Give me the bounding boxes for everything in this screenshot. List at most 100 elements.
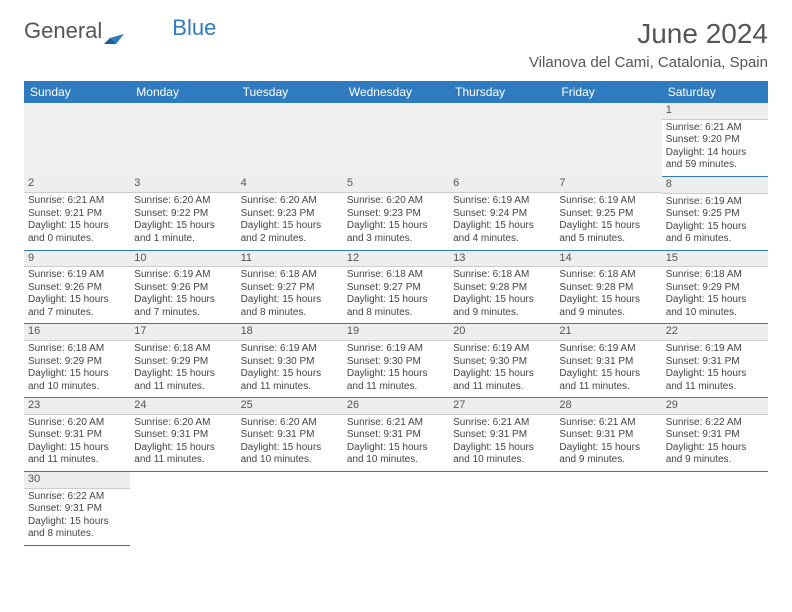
sunrise-text: Sunrise: 6:19 AM	[453, 343, 551, 356]
daylight-text: Daylight: 15 hours and 10 minutes.	[28, 368, 126, 393]
sunrise-text: Sunrise: 6:20 AM	[241, 195, 339, 208]
calendar-day-cell: 1Sunrise: 6:21 AMSunset: 9:20 PMDaylight…	[662, 103, 768, 176]
sunset-text: Sunset: 9:23 PM	[241, 208, 339, 221]
sunset-text: Sunset: 9:30 PM	[453, 356, 551, 369]
daylight-text: Daylight: 15 hours and 11 minutes.	[559, 368, 657, 393]
calendar-day-cell: 4Sunrise: 6:20 AMSunset: 9:23 PMDaylight…	[237, 176, 343, 250]
calendar-day-cell: 17 Sunrise: 6:18 AMSunset: 9:29 PMDayligh…	[130, 324, 236, 398]
calendar-day-cell: 9Sunrise: 6:19 AMSunset: 9:26 PMDaylight…	[24, 250, 130, 324]
day-number: 19	[343, 324, 449, 341]
sunrise-text: Sunrise: 6:19 AM	[347, 343, 445, 356]
daylight-text: Daylight: 15 hours and 9 minutes.	[559, 294, 657, 319]
sunrise-text: Sunrise: 6:20 AM	[134, 417, 232, 430]
calendar-day-cell: 29Sunrise: 6:22 AMSunset: 9:31 PMDayligh…	[662, 398, 768, 472]
calendar-week-row: 30Sunrise: 6:22 AMSunset: 9:31 PMDayligh…	[24, 471, 768, 545]
daylight-text: Daylight: 15 hours and 7 minutes.	[134, 294, 232, 319]
calendar-day-cell: 5Sunrise: 6:20 AMSunset: 9:23 PMDaylight…	[343, 176, 449, 250]
sunset-text: Sunset: 9:25 PM	[666, 208, 764, 221]
sunrise-text: Sunrise: 6:19 AM	[559, 195, 657, 208]
day-number: 11	[237, 251, 343, 268]
calendar-empty-cell	[555, 103, 661, 176]
day-number: 4	[237, 176, 343, 193]
day-number: 29	[662, 398, 768, 415]
title-block: June 2024 Vilanova del Cami, Catalonia, …	[529, 18, 768, 71]
day-details: Sunrise: 6:20 AMSunset: 9:23 PMDaylight:…	[347, 195, 445, 245]
calendar-day-cell: 21 Sunrise: 6:19 AMSunset: 9:31 PMDayligh…	[555, 324, 661, 398]
calendar-day-cell: 11Sunrise: 6:18 AMSunset: 9:27 PMDayligh…	[237, 250, 343, 324]
sunrise-text: Sunrise: 6:19 AM	[666, 343, 764, 356]
day-details: Sunrise: 6:19 AMSunset: 9:25 PMDaylight:…	[666, 196, 764, 246]
daylight-text: Daylight: 15 hours and 10 minutes.	[241, 442, 339, 467]
logo-text-1: General	[24, 18, 102, 44]
calendar-day-cell: 6Sunrise: 6:19 AMSunset: 9:24 PMDaylight…	[449, 176, 555, 250]
day-number: 21	[555, 324, 661, 341]
calendar-week-row: 23Sunrise: 6:20 AMSunset: 9:31 PMDayligh…	[24, 398, 768, 472]
daylight-text: Daylight: 15 hours and 11 minutes.	[453, 368, 551, 393]
sunset-text: Sunset: 9:24 PM	[453, 208, 551, 221]
day-number: 17	[130, 324, 236, 341]
day-number: 6	[449, 176, 555, 193]
weekday-header: Friday	[555, 81, 661, 103]
daylight-text: Daylight: 15 hours and 8 minutes.	[347, 294, 445, 319]
day-number: 20	[449, 324, 555, 341]
sunset-text: Sunset: 9:31 PM	[134, 429, 232, 442]
sunrise-text: Sunrise: 6:20 AM	[241, 417, 339, 430]
day-number: 23	[24, 398, 130, 415]
day-number: 9	[24, 251, 130, 268]
day-number: 13	[449, 251, 555, 268]
day-details: Sunrise: 6:19 AMSunset: 9:31 PMDaylight:…	[559, 343, 657, 393]
sunrise-text: Sunrise: 6:20 AM	[134, 195, 232, 208]
daylight-text: Daylight: 15 hours and 11 minutes.	[241, 368, 339, 393]
sunset-text: Sunset: 9:26 PM	[28, 282, 126, 295]
sunset-text: Sunset: 9:29 PM	[666, 282, 764, 295]
calendar-empty-cell	[130, 103, 236, 176]
sunrise-text: Sunrise: 6:19 AM	[134, 269, 232, 282]
sunset-text: Sunset: 9:29 PM	[28, 356, 126, 369]
calendar-week-row: 16Sunrise: 6:18 AMSunset: 9:29 PMDayligh…	[24, 324, 768, 398]
sunrise-text: Sunrise: 6:18 AM	[666, 269, 764, 282]
daylight-text: Daylight: 15 hours and 11 minutes.	[666, 368, 764, 393]
day-details: Sunrise: 6:19 AMSunset: 9:30 PMDaylight:…	[347, 343, 445, 393]
calendar-empty-cell	[24, 103, 130, 176]
day-details: Sunrise: 6:19 AMSunset: 9:31 PMDaylight:…	[666, 343, 764, 393]
sunset-text: Sunset: 9:31 PM	[666, 429, 764, 442]
sunset-text: Sunset: 9:31 PM	[666, 356, 764, 369]
sunset-text: Sunset: 9:30 PM	[347, 356, 445, 369]
calendar-day-cell: 27Sunrise: 6:21 AMSunset: 9:31 PMDayligh…	[449, 398, 555, 472]
calendar-empty-cell	[555, 471, 661, 545]
sunset-text: Sunset: 9:23 PM	[347, 208, 445, 221]
sunset-text: Sunset: 9:26 PM	[134, 282, 232, 295]
sunrise-text: Sunrise: 6:20 AM	[28, 417, 126, 430]
logo-text-2: Blue	[172, 15, 216, 41]
weekday-header: Tuesday	[237, 81, 343, 103]
day-details: Sunrise: 6:19 AMSunset: 9:30 PMDaylight:…	[241, 343, 339, 393]
calendar-day-cell: 19 Sunrise: 6:19 AMSunset: 9:30 PMDayligh…	[343, 324, 449, 398]
calendar-empty-cell	[130, 471, 236, 545]
sunrise-text: Sunrise: 6:18 AM	[453, 269, 551, 282]
sunrise-text: Sunrise: 6:18 AM	[347, 269, 445, 282]
daylight-text: Daylight: 15 hours and 1 minute.	[134, 220, 232, 245]
sunset-text: Sunset: 9:31 PM	[28, 429, 126, 442]
sunrise-text: Sunrise: 6:18 AM	[28, 343, 126, 356]
calendar-day-cell: 15Sunrise: 6:18 AMSunset: 9:29 PMDayligh…	[662, 250, 768, 324]
sunrise-text: Sunrise: 6:20 AM	[347, 195, 445, 208]
day-number: 12	[343, 251, 449, 268]
day-details: Sunrise: 6:18 AMSunset: 9:29 PMDaylight:…	[134, 343, 232, 393]
sunset-text: Sunset: 9:27 PM	[347, 282, 445, 295]
calendar-day-cell: 3Sunrise: 6:20 AMSunset: 9:22 PMDaylight…	[130, 176, 236, 250]
day-details: Sunrise: 6:18 AMSunset: 9:29 PMDaylight:…	[666, 269, 764, 319]
day-number: 2	[24, 176, 130, 193]
daylight-text: Daylight: 15 hours and 9 minutes.	[453, 294, 551, 319]
sunset-text: Sunset: 9:31 PM	[28, 503, 126, 516]
day-details: Sunrise: 6:22 AMSunset: 9:31 PMDaylight:…	[28, 491, 126, 541]
day-details: Sunrise: 6:20 AMSunset: 9:31 PMDaylight:…	[241, 417, 339, 467]
day-number: 27	[449, 398, 555, 415]
calendar-empty-cell	[449, 103, 555, 176]
sunset-text: Sunset: 9:22 PM	[134, 208, 232, 221]
daylight-text: Daylight: 15 hours and 11 minutes.	[134, 368, 232, 393]
daylight-text: Daylight: 15 hours and 4 minutes.	[453, 220, 551, 245]
logo: General Blue	[24, 18, 216, 44]
calendar-header-row: SundayMondayTuesdayWednesdayThursdayFrid…	[24, 81, 768, 103]
sunset-text: Sunset: 9:27 PM	[241, 282, 339, 295]
sunset-text: Sunset: 9:31 PM	[559, 429, 657, 442]
